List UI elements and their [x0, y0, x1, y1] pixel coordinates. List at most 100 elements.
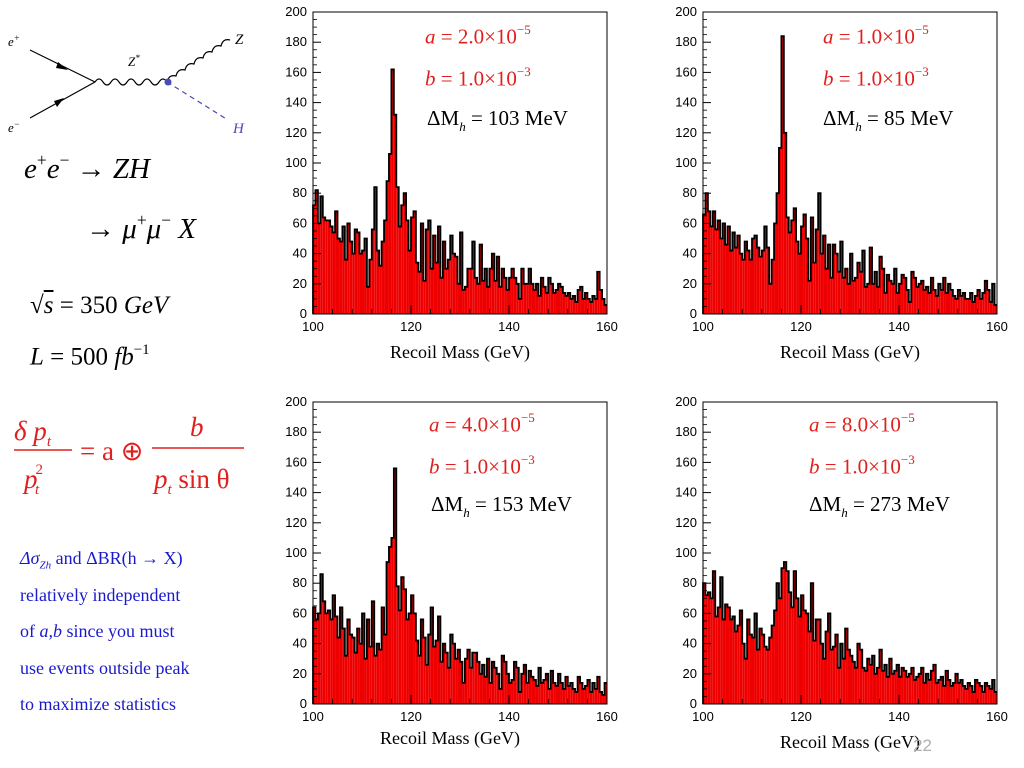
- e-minus-arrow-icon: [54, 98, 64, 107]
- signal-bar: [734, 631, 738, 704]
- signal-bar: [352, 637, 355, 704]
- signal-bar: [347, 223, 350, 314]
- signal-bar: [486, 658, 490, 704]
- signal-bar: [425, 229, 429, 314]
- signal-bar: [354, 652, 358, 704]
- signal-bar: [862, 250, 865, 314]
- signal-bar: [496, 673, 500, 704]
- signal-bar: [864, 670, 868, 704]
- signal-bar: [945, 292, 948, 314]
- signal-bar: [506, 673, 509, 704]
- y-tick-label: 20: [683, 276, 697, 291]
- label-zstar: Z*: [128, 53, 140, 69]
- signal-bar: [521, 268, 524, 314]
- higgs-line: [166, 81, 229, 121]
- signal-bar: [509, 277, 512, 314]
- signal-bar: [577, 676, 581, 704]
- signal-bar: [494, 667, 497, 704]
- signal-bar: [823, 658, 826, 704]
- signal-bar: [759, 256, 762, 314]
- signal-bar: [320, 196, 323, 314]
- signal-bar: [366, 619, 370, 704]
- signal-bar: [989, 301, 993, 314]
- signal-bar: [899, 676, 902, 704]
- signal-bar: [538, 295, 541, 314]
- signal-bar: [896, 664, 899, 704]
- signal-bar: [460, 661, 463, 704]
- signal-bar: [840, 643, 843, 704]
- signal-bar: [513, 277, 517, 314]
- signal-bar: [433, 646, 436, 704]
- signal-bar: [869, 664, 873, 704]
- signal-bar: [317, 613, 321, 704]
- signal-bar: [818, 619, 821, 704]
- signal-bar: [960, 679, 963, 704]
- signal-bar: [567, 685, 571, 704]
- annotation-dm-3: ΔMh = 153 MeV: [431, 492, 572, 520]
- signal-bar: [550, 283, 554, 314]
- signal-bar: [474, 277, 478, 314]
- y-tick-label: 120: [675, 125, 697, 140]
- signal-bar: [447, 667, 451, 704]
- signal-bar: [796, 598, 799, 704]
- histogram-2: 0 20 40 60 80 100 120 140 160 180 200 100 120 140 160: [675, 4, 1008, 334]
- signal-bar: [815, 229, 819, 314]
- y-tick-label: 100: [285, 545, 307, 560]
- signal-bar: [845, 268, 848, 314]
- signal-bar: [479, 244, 483, 314]
- signal-bar: [543, 679, 546, 704]
- signal-bar: [801, 226, 804, 314]
- signal-bar: [413, 613, 416, 704]
- signal-bar: [339, 607, 343, 704]
- signal-bar: [406, 220, 409, 314]
- y-tick-label: 140: [285, 485, 307, 500]
- signal-bar: [482, 664, 485, 704]
- x-tick-label: 120: [400, 319, 422, 334]
- signal-bar: [393, 468, 397, 704]
- signal-bar: [455, 658, 458, 704]
- signal-bar: [506, 289, 509, 314]
- signal-bar: [938, 679, 941, 704]
- signal-bar: [369, 259, 372, 314]
- signal-bar: [764, 226, 767, 314]
- signal-bar: [859, 649, 863, 704]
- signal-bar: [992, 283, 995, 314]
- signal-bar: [955, 298, 958, 314]
- annotation-dm-2: ΔMh = 85 MeV: [823, 106, 954, 134]
- signal-bar: [325, 220, 328, 314]
- signal-bar: [464, 658, 468, 704]
- page-number: 22: [913, 736, 932, 755]
- signal-bar: [837, 271, 841, 314]
- signal-bar: [982, 292, 985, 314]
- signal-bar: [742, 643, 745, 704]
- y-tick-label: 140: [285, 95, 307, 110]
- signal-bar: [535, 685, 539, 704]
- signal-bar: [428, 634, 431, 704]
- y-tick-label: 0: [300, 306, 307, 321]
- signal-bar: [771, 625, 775, 704]
- e-minus-line: [29, 81, 96, 119]
- signal-bar: [774, 223, 777, 314]
- x-tick-label: 120: [790, 319, 812, 334]
- signal-bar: [423, 280, 426, 314]
- signal-bar: [747, 619, 750, 704]
- signal-bar: [374, 655, 377, 704]
- feynman-diagram: e+ e− Z* Z H: [8, 32, 245, 137]
- histogram-3: 0 20 40 60 80 100 120 140 160 180 200 100 120 140 160: [285, 394, 618, 724]
- signal-bar: [332, 232, 336, 314]
- signal-bar: [594, 298, 598, 314]
- signal-bar: [744, 658, 748, 704]
- signal-bar: [710, 226, 713, 314]
- signal-bar: [886, 676, 890, 704]
- signal-bar: [315, 619, 318, 704]
- signal-bar: [408, 613, 411, 704]
- signal-bar: [727, 607, 730, 704]
- signal-bar: [322, 217, 326, 314]
- signal-bar: [543, 286, 546, 314]
- signal-bar: [467, 268, 470, 314]
- signal-bar: [810, 217, 814, 314]
- signal-bar: [560, 286, 563, 314]
- signal-bar: [347, 619, 350, 704]
- signal-bar: [712, 571, 716, 704]
- y-tick-label: 20: [293, 276, 307, 291]
